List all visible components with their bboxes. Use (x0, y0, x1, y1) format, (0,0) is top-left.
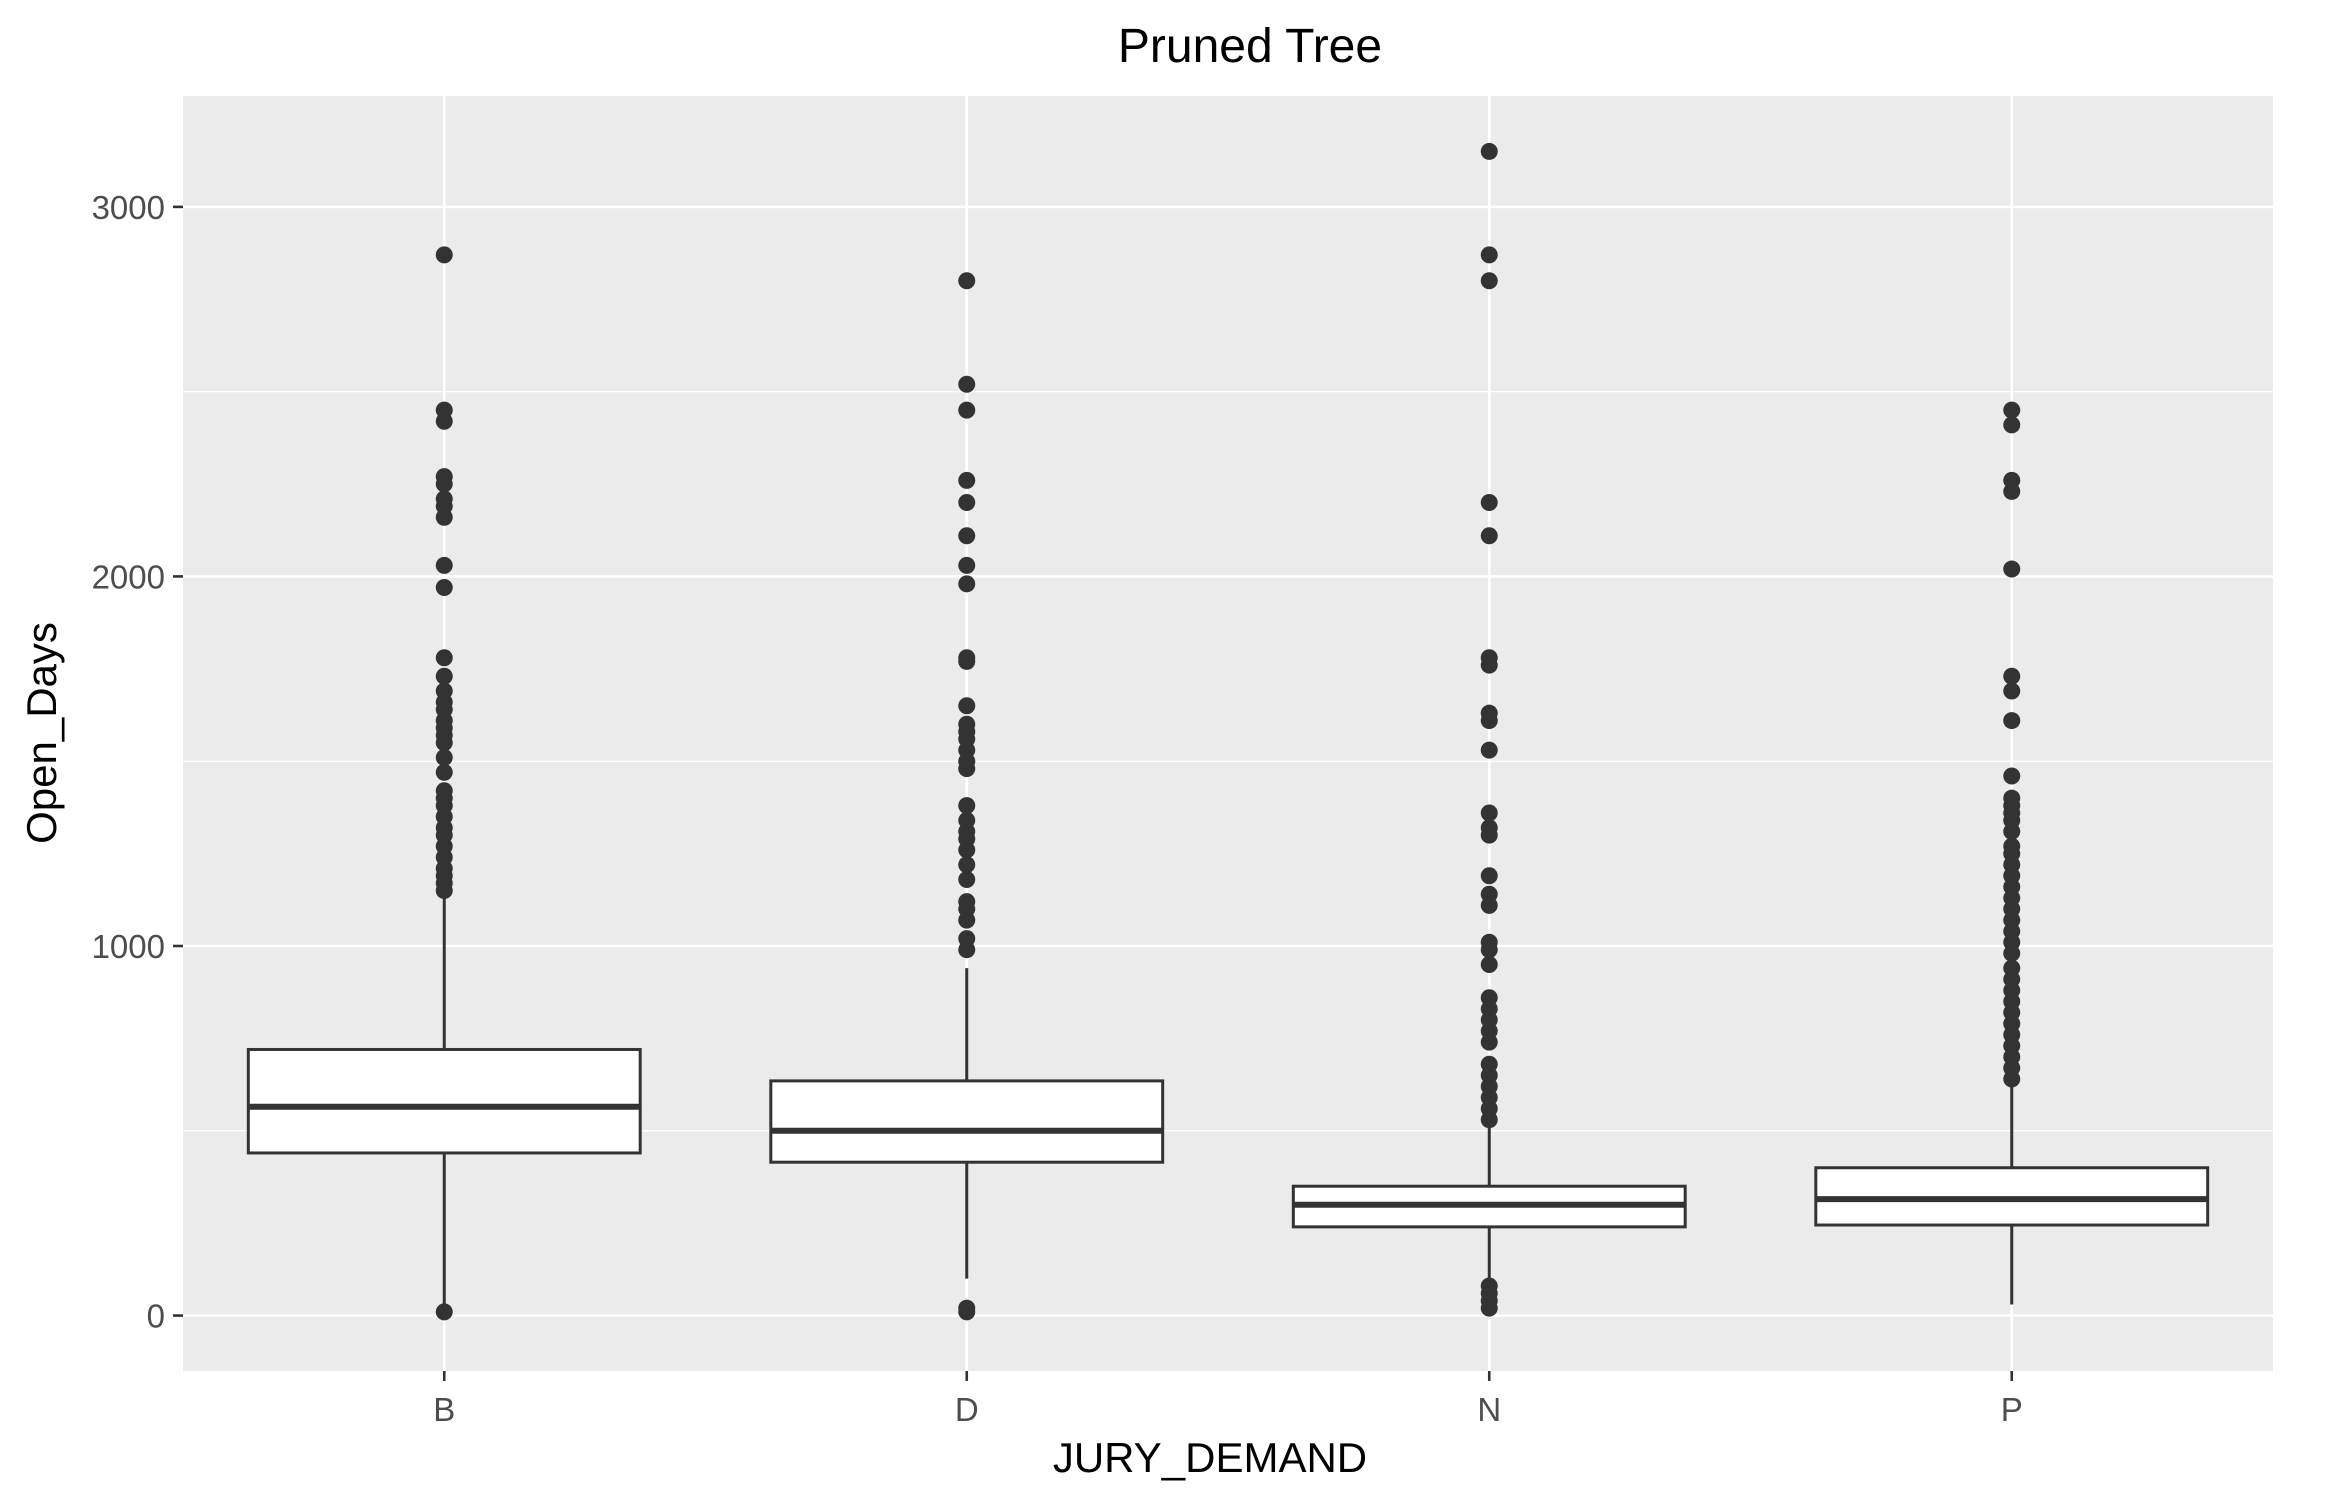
chart-title: Pruned Tree (1118, 20, 1382, 73)
outlier-point (958, 1299, 976, 1317)
axes: 0 1000 2000 3000 B D N P (92, 189, 2023, 1428)
outlier-point (435, 490, 453, 508)
outlier-point (958, 893, 976, 911)
plot-panel (183, 96, 2273, 1371)
outlier-point (1480, 819, 1498, 837)
outlier-point (435, 1303, 453, 1321)
outlier-point (2003, 682, 2021, 700)
outlier-point (435, 401, 453, 419)
outlier-point (958, 870, 976, 888)
outlier-point (958, 527, 976, 545)
outlier-point (1480, 1055, 1498, 1073)
outlier-point (2003, 667, 2021, 685)
outlier-point (1480, 272, 1498, 290)
outlier-point (1480, 246, 1498, 264)
outlier-point (1480, 885, 1498, 903)
x-tick-label: D (955, 1391, 979, 1428)
outlier-point (1480, 649, 1498, 667)
outlier-point (2003, 401, 2021, 419)
outlier-point (435, 782, 453, 800)
outlier-point (958, 375, 976, 393)
box-P (1814, 1082, 2210, 1305)
y-tick-label: 1000 (92, 928, 165, 965)
outlier-point (958, 797, 976, 815)
outlier-point (435, 468, 453, 486)
outlier-point (1480, 867, 1498, 885)
x-axis-title: JURY_DEMAND (1053, 1434, 1367, 1481)
outlier-point (2003, 837, 2021, 855)
x-tick-label: N (1477, 1391, 1501, 1428)
outlier-point (435, 682, 453, 700)
outlier-point (1480, 704, 1498, 722)
outlier-point (2003, 416, 2021, 434)
outlier-point (2003, 712, 2021, 730)
outlier-point (1480, 955, 1498, 973)
outlier-point (958, 715, 976, 733)
outlier-point (1480, 494, 1498, 512)
iqr-box (246, 1047, 642, 1155)
outlier-point (958, 272, 976, 290)
outlier-point (958, 811, 976, 829)
outlier-point (1480, 527, 1498, 545)
outlier-point (1480, 989, 1498, 1007)
outlier-point (2003, 560, 2021, 578)
y-tick-label: 3000 (92, 189, 165, 226)
outlier-point (958, 471, 976, 489)
outlier-point (958, 930, 976, 948)
outlier-point (958, 575, 976, 593)
outlier-point (958, 697, 976, 715)
y-tick-label: 0 (147, 1298, 165, 1335)
outlier-point (2003, 789, 2021, 807)
iqr-box (769, 1079, 1165, 1164)
outlier-point (1480, 142, 1498, 160)
outlier-point (435, 667, 453, 685)
outlier-point (1480, 804, 1498, 822)
outlier-point (2003, 959, 2021, 977)
outlier-point (435, 749, 453, 767)
outlier-point (1480, 933, 1498, 951)
x-tick-label: P (2001, 1391, 2023, 1428)
y-axis-title: Open_Days (18, 622, 65, 844)
y-tick-label: 2000 (92, 558, 165, 595)
outlier-point (2003, 767, 2021, 785)
outlier-point (958, 649, 976, 667)
outlier-point (1480, 741, 1498, 759)
outlier-point (435, 556, 453, 574)
outlier-points (435, 142, 2021, 1321)
outlier-point (435, 246, 453, 264)
outlier-point (1480, 1277, 1498, 1295)
outlier-point (958, 556, 976, 574)
box-D (769, 968, 1165, 1279)
boxes (246, 894, 2210, 1316)
outlier-point (958, 401, 976, 419)
x-tick-label: B (433, 1391, 455, 1428)
outlier-point (958, 494, 976, 512)
outlier-point (435, 763, 453, 781)
outlier-point (958, 856, 976, 874)
box-B (246, 894, 642, 1316)
outlier-point (435, 579, 453, 597)
outlier-point (435, 649, 453, 667)
outlier-point (2003, 471, 2021, 489)
box-N (1291, 1123, 1687, 1283)
